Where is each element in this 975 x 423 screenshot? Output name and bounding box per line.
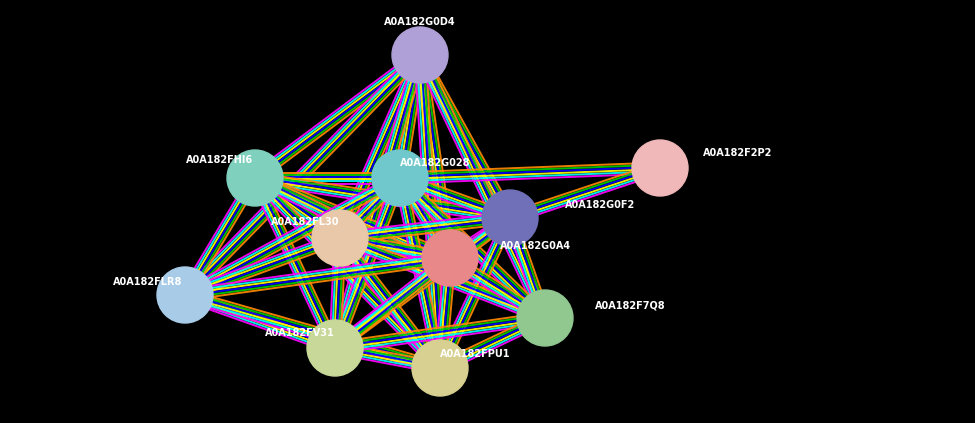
Text: A0A182FPU1: A0A182FPU1 bbox=[440, 349, 510, 359]
Text: A0A182F7Q8: A0A182F7Q8 bbox=[595, 300, 666, 310]
Circle shape bbox=[412, 340, 468, 396]
Circle shape bbox=[422, 230, 478, 286]
Text: A0A182G0A4: A0A182G0A4 bbox=[500, 241, 571, 251]
Text: A0A182FLR8: A0A182FLR8 bbox=[113, 277, 182, 287]
Circle shape bbox=[392, 27, 448, 83]
Circle shape bbox=[517, 290, 573, 346]
Text: A0A182FHI6: A0A182FHI6 bbox=[186, 155, 254, 165]
Text: A0A182F2P2: A0A182F2P2 bbox=[703, 148, 772, 158]
Circle shape bbox=[632, 140, 688, 196]
Text: A0A182FV31: A0A182FV31 bbox=[265, 328, 334, 338]
Text: A0A182FL30: A0A182FL30 bbox=[271, 217, 339, 227]
Circle shape bbox=[157, 267, 213, 323]
Circle shape bbox=[227, 150, 283, 206]
Text: A0A182G0D4: A0A182G0D4 bbox=[384, 17, 456, 27]
Circle shape bbox=[372, 150, 428, 206]
Circle shape bbox=[312, 210, 368, 266]
Circle shape bbox=[482, 190, 538, 246]
Circle shape bbox=[307, 320, 363, 376]
Text: A0A182G028: A0A182G028 bbox=[400, 158, 470, 168]
Text: A0A182G0F2: A0A182G0F2 bbox=[565, 200, 636, 210]
